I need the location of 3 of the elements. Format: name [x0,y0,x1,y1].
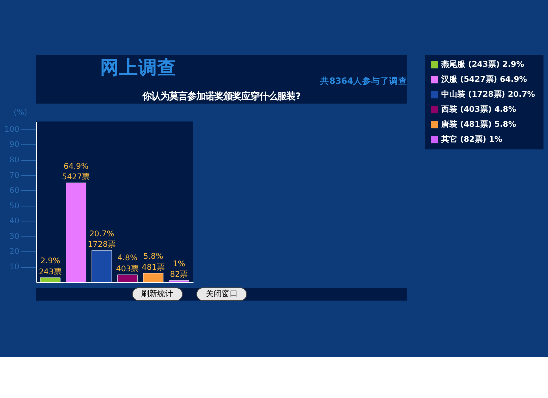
text: 共8364人参与了调查 [320,76,408,87]
text: 你认为莫言参加诺奖颁奖应穿什么服装? [142,92,302,103]
chart-title: 网上调查 [100,56,177,79]
